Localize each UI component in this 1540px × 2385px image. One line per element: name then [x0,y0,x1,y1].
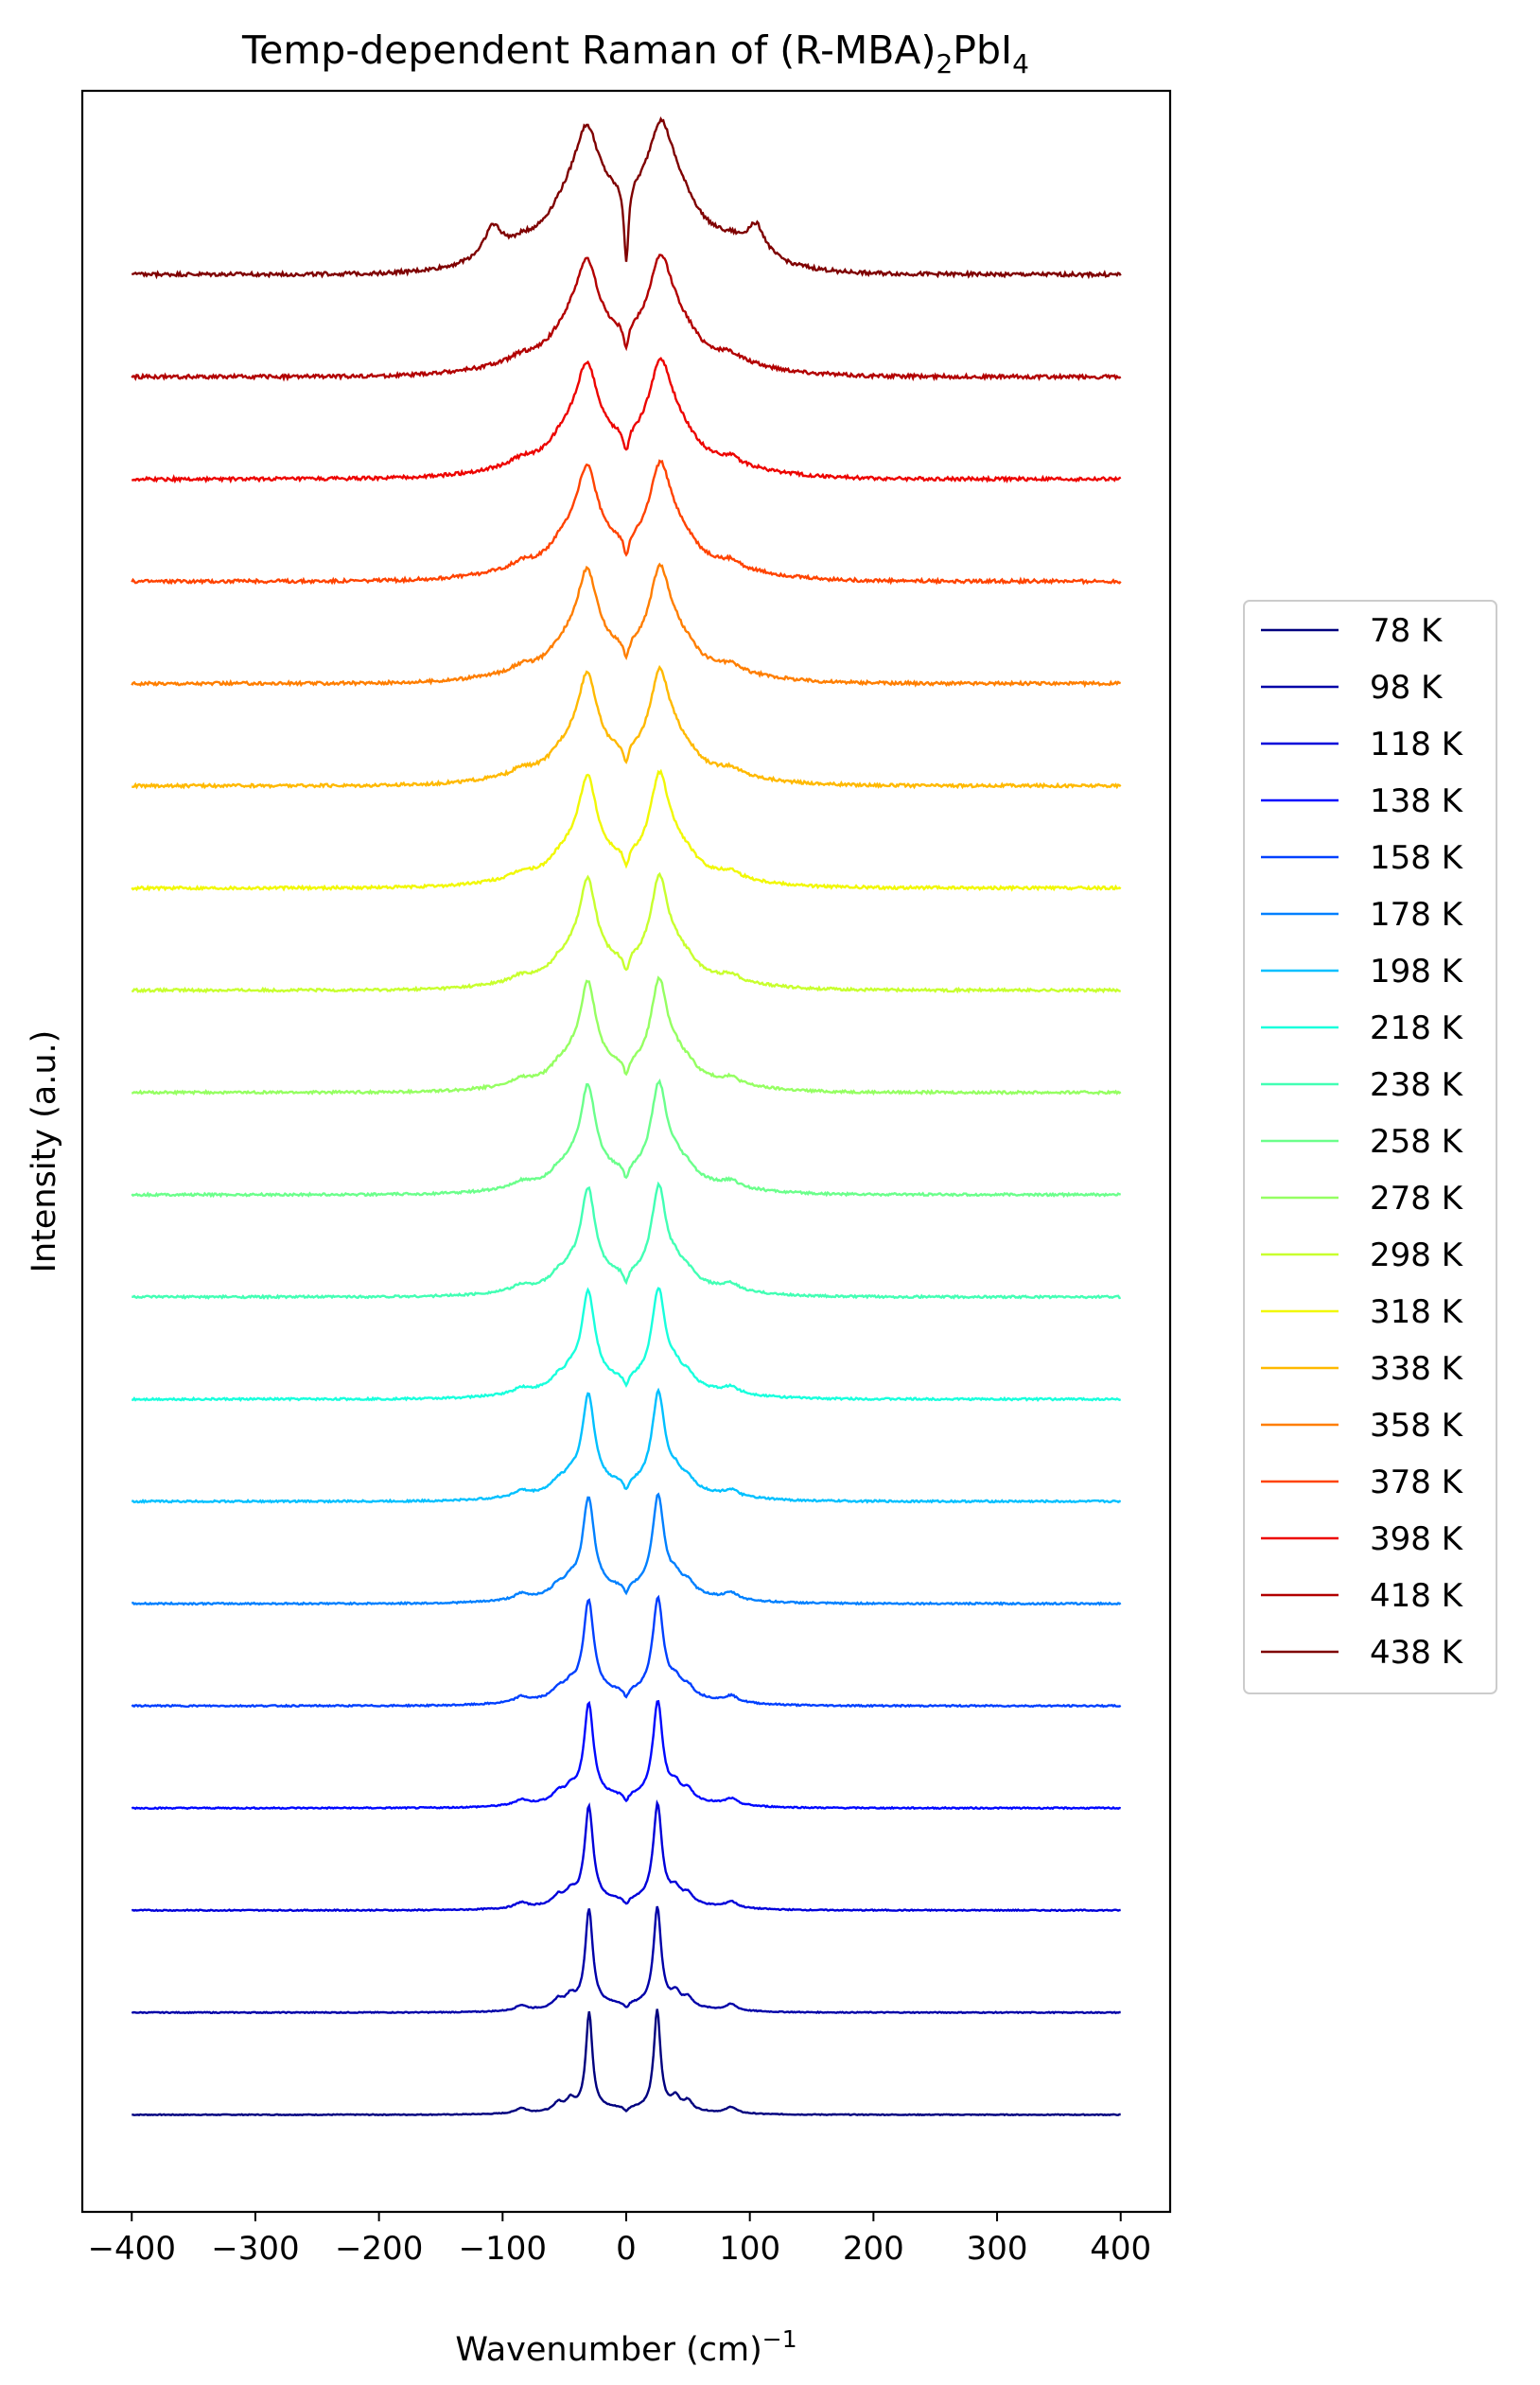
x-tick-label: −200 [335,2230,423,2268]
legend-label: 178 K [1370,896,1464,934]
legend-label: 198 K [1370,953,1464,991]
x-tick-label: −300 [211,2230,299,2268]
x-tick-label: 0 [616,2230,637,2268]
x-tick-label: −400 [88,2230,176,2268]
plot-frame [80,89,1172,2214]
legend-label: 118 K [1370,726,1464,763]
series-line-438k [131,116,1122,280]
legend-label: 238 K [1370,1066,1464,1104]
series-line-238k [131,1181,1121,1301]
series-line-298k [131,871,1122,994]
series-line-378k [131,459,1122,586]
legend-label: 338 K [1370,1350,1464,1388]
legend-label: 398 K [1370,1520,1464,1558]
title-sub2: 4 [1012,48,1029,79]
legend-label: 318 K [1370,1293,1464,1331]
series-line-418k [131,254,1122,382]
legend-label: 218 K [1370,1009,1464,1047]
x-axis-label: Wavenumber (cm)−1 [455,2325,796,2369]
title-prefix: Temp-dependent Raman of (R-MBA) [241,27,936,73]
x-axis-label-sup: −1 [762,2325,797,2353]
legend-label: 378 K [1370,1464,1464,1501]
series-line-78k [131,2008,1121,2117]
x-tick-label: 400 [1090,2230,1151,2268]
x-tick-label: 200 [843,2230,904,2268]
series-line-138k [131,1699,1122,1811]
x-axis-ticks: −400 −300 −200 −100 0 100 200 300 400 [88,2212,1151,2268]
title-mid: PbI [953,27,1012,73]
legend-label: 438 K [1370,1634,1464,1672]
series-line-198k [131,1387,1122,1504]
legend: 78 K 98 K 118 K 138 K 158 K 178 K 198 K 218 K 23… [1243,600,1497,1694]
legend-label: 78 K [1370,612,1444,650]
legend-box [1243,600,1497,1694]
series-line-178k [131,1492,1122,1606]
legend-label: 298 K [1370,1236,1464,1274]
series-line-338k [131,664,1122,790]
y-axis-label: Intensity (a.u.) [26,1030,63,1273]
series-line-158k [131,1594,1122,1709]
series-line-278k [131,975,1122,1096]
series-line-98k [131,1905,1121,2015]
series-line-318k [131,768,1122,892]
chart-title: Temp-dependent Raman of (R-MBA)2PbI4 [241,27,1029,79]
legend-label: 418 K [1370,1577,1464,1615]
series-line-258k [131,1079,1121,1199]
series-line-218k [131,1287,1122,1402]
legend-label: 358 K [1370,1407,1464,1445]
x-axis-label-main: Wavenumber (cm) [455,2331,761,2369]
series-line-398k [131,357,1122,484]
x-tick-label: −100 [459,2230,547,2268]
series-line-118k [131,1798,1121,1913]
x-tick-label: 100 [719,2230,780,2268]
series-line-358k [131,562,1121,689]
series-lines [131,116,1122,2117]
legend-label: 158 K [1370,839,1464,877]
x-tick-label: 300 [967,2230,1028,2268]
legend-label: 138 K [1370,782,1464,820]
legend-label: 98 K [1370,669,1444,707]
title-sub1: 2 [936,48,953,79]
legend-label: 258 K [1370,1123,1464,1161]
legend-label: 278 K [1370,1180,1464,1218]
